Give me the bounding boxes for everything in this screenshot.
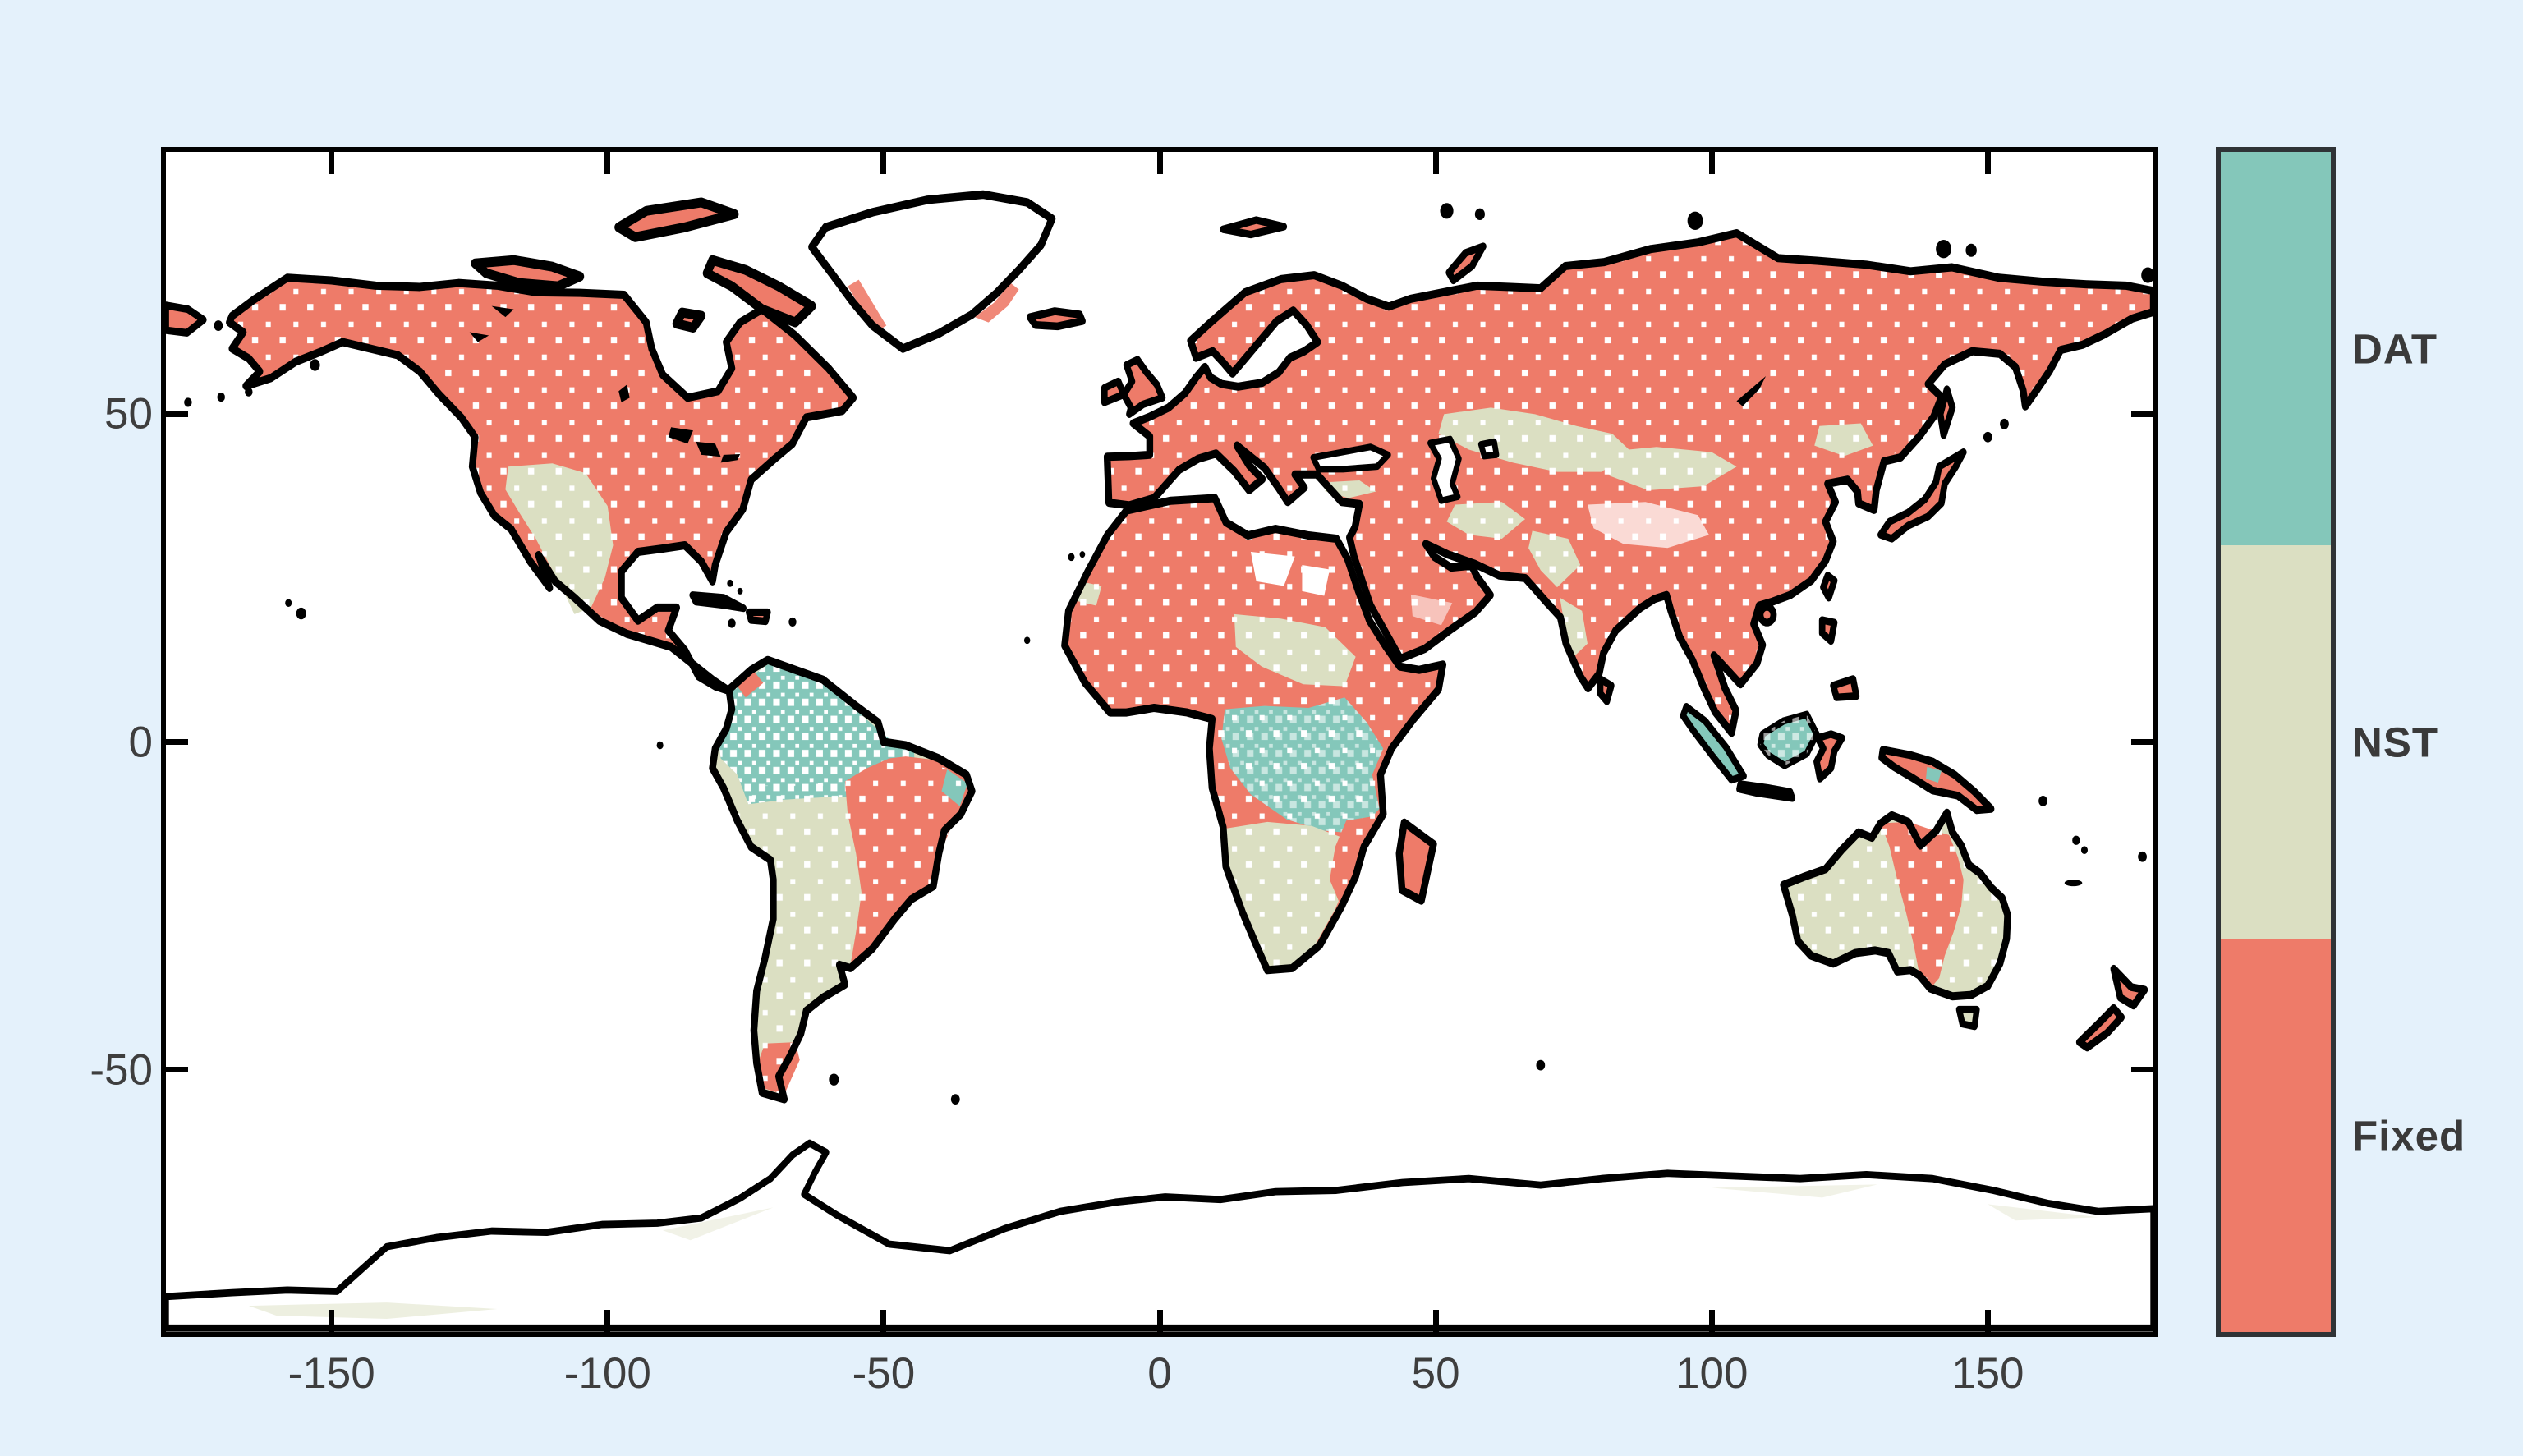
hispaniola [746, 608, 771, 626]
colorbar-segment-nst [2221, 545, 2331, 939]
axis-tick [166, 1067, 188, 1073]
axis-tick [1432, 1310, 1439, 1332]
axis-tick [1984, 152, 1991, 174]
great-lakes [469, 305, 741, 463]
axis-tick [1984, 1310, 1991, 1332]
legend-colorbar [2216, 147, 2336, 1337]
x-tick-label: 100 [1675, 1349, 1749, 1398]
islands [166, 216, 1967, 783]
x-tick-label: 50 [1411, 1349, 1460, 1398]
y-tick-label: 0 [128, 718, 153, 766]
x-tick-label: -50 [852, 1349, 916, 1398]
sri-lanka [1597, 675, 1615, 705]
colorbar-segment-fixed [2221, 939, 2331, 1332]
iceland [1026, 307, 1086, 331]
japan [1877, 448, 1967, 543]
continent-africa [1061, 494, 1447, 975]
chukotka-wrap [166, 301, 207, 337]
axis-tick [1708, 1310, 1715, 1332]
canadian-arctic-islands [471, 197, 816, 333]
great-britain [1120, 356, 1166, 418]
small-island-dots [184, 203, 2153, 1105]
x-tick-label: -100 [563, 1349, 651, 1398]
taiwan [1820, 572, 1838, 602]
axis-tick [880, 152, 887, 174]
legend-label-nst: NST [2352, 719, 2438, 766]
java [1736, 780, 1796, 802]
x-tick-label: 0 [1147, 1349, 1172, 1398]
y-tick-label: -50 [90, 1045, 153, 1095]
novaya-zemlya [1445, 242, 1487, 285]
axis-tick [166, 739, 188, 745]
lake-baikal [1736, 376, 1767, 406]
sakhalin [1937, 385, 1956, 439]
axis-tick [2131, 411, 2153, 417]
axis-tick [604, 152, 611, 174]
continent-eurasia [1103, 229, 2153, 737]
continent-antarctica [166, 1139, 2153, 1332]
hainan [1757, 603, 1777, 627]
legend-label-dat: DAT [2352, 325, 2438, 373]
map-plot-area [166, 152, 2153, 1332]
inland-seas [1310, 435, 1500, 504]
black-sea [1310, 443, 1391, 473]
axis-tick [604, 1310, 611, 1332]
axis-tick [329, 152, 335, 174]
world-map-svg [166, 190, 2153, 1332]
axis-tick [880, 1310, 887, 1332]
axis-tick [1708, 152, 1715, 174]
y-tick-label: 50 [104, 389, 153, 439]
new-guinea [1878, 746, 1995, 815]
svalbard [1220, 216, 1288, 239]
continent-south-america [709, 655, 976, 1104]
axis-tick [2131, 1067, 2153, 1073]
legend-label-fixed: Fixed [2352, 1112, 2466, 1160]
greenland [808, 190, 1056, 353]
x-tick-label: 150 [1951, 1349, 2024, 1398]
tasmania [1955, 1005, 1980, 1031]
aral-sea [1477, 438, 1500, 460]
continent-north-america [226, 273, 857, 696]
caspian-sea [1427, 435, 1462, 504]
x-tick-label: -150 [287, 1349, 375, 1398]
madagascar [1395, 818, 1437, 905]
sumatra [1680, 702, 1747, 784]
axis-tick [2131, 739, 2153, 745]
mindanao [1830, 675, 1860, 701]
new-zealand [2075, 964, 2148, 1052]
axis-tick [1432, 152, 1439, 174]
axis-tick [1156, 1310, 1163, 1332]
axis-tick [166, 411, 188, 417]
ireland [1101, 377, 1128, 406]
axis-tick [1156, 152, 1163, 174]
map-plot-box [161, 147, 2158, 1337]
axis-tick [329, 1310, 335, 1332]
sulawesi [1813, 730, 1845, 783]
luzon [1818, 616, 1838, 645]
continent-australia [1780, 808, 2011, 1031]
colorbar-segment-dat [2221, 152, 2331, 545]
cuba [689, 591, 747, 613]
